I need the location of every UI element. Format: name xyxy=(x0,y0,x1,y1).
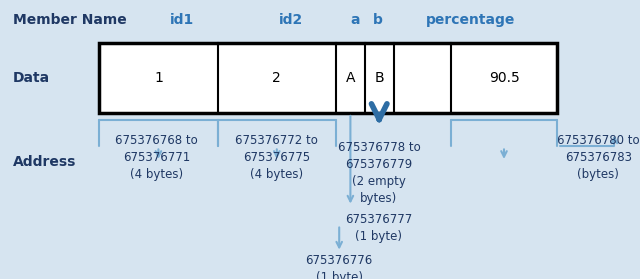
Text: A: A xyxy=(346,71,355,85)
Bar xyxy=(99,43,557,113)
Text: 90.5: 90.5 xyxy=(488,71,520,85)
Text: b: b xyxy=(372,13,383,27)
Text: 675376768 to
675376771
(4 bytes): 675376768 to 675376771 (4 bytes) xyxy=(115,134,198,181)
Text: 675376772 to
675376775
(4 bytes): 675376772 to 675376775 (4 bytes) xyxy=(235,134,318,181)
Text: percentage: percentage xyxy=(426,13,515,27)
Text: 675376776
(1 byte): 675376776 (1 byte) xyxy=(305,254,373,279)
Text: 675376777
(1 byte): 675376777 (1 byte) xyxy=(345,213,413,244)
Text: 2: 2 xyxy=(273,71,281,85)
Text: id2: id2 xyxy=(279,13,303,27)
Text: Address: Address xyxy=(13,155,76,169)
Text: 675376780 to
675376783
(bytes): 675376780 to 675376783 (bytes) xyxy=(557,134,640,181)
Text: id1: id1 xyxy=(170,13,195,27)
Text: a: a xyxy=(351,13,360,27)
Text: 1: 1 xyxy=(154,71,163,85)
Text: Data: Data xyxy=(13,71,50,85)
Text: Member Name: Member Name xyxy=(13,13,127,27)
Text: 675376778 to
675376779
(2 empty
bytes): 675376778 to 675376779 (2 empty bytes) xyxy=(337,141,420,205)
Text: B: B xyxy=(374,71,384,85)
